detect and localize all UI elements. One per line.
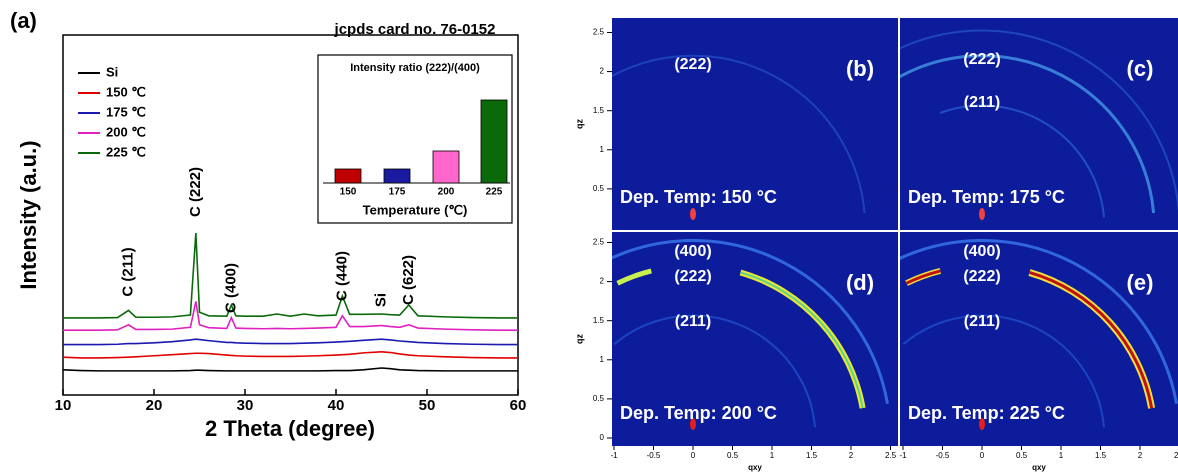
peak-label: (222) [674,56,711,73]
x-tick-label: 40 [328,397,345,414]
qz-tick-label: 2 [600,67,605,76]
x-tick-label: 60 [510,397,527,414]
qxy-tick-label: 2.5 [885,451,897,460]
bar [384,169,410,183]
peak-label: (211) [964,94,1000,111]
qz-tick-label: 2.5 [593,28,605,37]
panel-label: (a) [10,8,37,33]
peak-label: (400) [963,243,1000,260]
qxy-tick-label: 0.5 [727,451,739,460]
qxy-tick-label: 1 [770,451,775,460]
bar [335,169,361,183]
bar [433,151,459,183]
series-line [63,352,518,358]
temp-label: Dep. Temp: 150 °C [620,187,777,207]
series-line [63,339,518,344]
qz-tick-label: 1 [600,145,605,154]
qxy-tick-label: -1 [899,451,907,460]
qz-tick-label: 0 [600,433,605,442]
qxy-tick-label: 2 [1138,451,1143,460]
chart-title: jcpds card no. 76-0152 [334,21,496,38]
qz-axis-label: qz [574,334,584,344]
peak-label: (400) [674,243,711,260]
inset-x-tick-label: 200 [438,187,455,198]
peak-annotation: C (622) [400,255,417,305]
qxy-tick-label: 2.5 [1174,451,1178,460]
qz-tick-label: 1.5 [593,106,605,115]
qxy-tick-label: 2 [849,451,854,460]
qxy-axis-label: qxy [1032,463,1046,472]
peak-label: (222) [963,51,1000,68]
x-tick-label: 30 [237,397,254,414]
peak-label: (222) [963,268,1000,285]
x-tick-label: 10 [55,397,72,414]
panel-label: (c) [1127,56,1154,81]
peak-label: (211) [675,313,711,330]
beam-spot [979,208,985,220]
qxy-tick-label: 0 [980,451,985,460]
qxy-tick-label: 1 [1059,451,1064,460]
peak-annotation: C (400) [222,263,239,313]
peak-annotation: C (440) [333,251,350,301]
qz-axis-label: qz [574,119,584,129]
x-tick-label: 50 [419,397,436,414]
qxy-tick-label: 1.5 [806,451,818,460]
qz-tick-label: 2.5 [593,238,605,247]
qz-tick-label: 1.5 [593,316,605,325]
qxy-tick-label: -1 [610,451,618,460]
temp-label: Dep. Temp: 225 °C [908,403,1065,423]
legend-label: 200 ℃ [106,124,146,139]
peak-label: (211) [964,313,1000,330]
inset-x-tick-label: 225 [486,187,503,198]
bar [481,100,507,183]
inset-x-tick-label: 175 [389,187,406,198]
qxy-axis-label: qxy [748,463,762,472]
peak-annotation: C (222) [187,167,204,217]
legend-label: 225 ℃ [106,144,146,159]
qz-tick-label: 0.5 [593,394,605,403]
y-axis-label: Intensity (a.u.) [16,140,41,289]
x-tick-label: 20 [146,397,163,414]
inset-x-label: Temperature (℃) [363,202,468,217]
inset-x-tick-label: 150 [340,187,357,198]
qxy-tick-label: -0.5 [936,451,950,460]
qxy-tick-label: -0.5 [647,451,661,460]
panel-label: (d) [846,270,874,295]
inset-title: Intensity ratio (222)/(400) [350,62,480,74]
qz-tick-label: 0.5 [593,184,605,193]
qz-tick-label: 1 [600,355,605,364]
qxy-tick-label: 0 [691,451,696,460]
panel-label: (b) [846,56,874,81]
legend-label: 175 ℃ [106,104,146,119]
qxy-tick-label: 0.5 [1016,451,1028,460]
qz-tick-label: 2 [600,277,605,286]
peak-annotation: Si [372,293,389,307]
beam-spot [690,208,696,220]
figure: (a) jcpds card no. 76-0152 2 Theta (degree… [0,0,1178,474]
temp-label: Dep. Temp: 200 °C [620,403,777,423]
peak-annotation: C (211) [119,247,136,296]
qxy-tick-label: 1.5 [1095,451,1107,460]
legend-label: 150 ℃ [106,84,146,99]
temp-label: Dep. Temp: 175 °C [908,187,1065,207]
legend-label: Si [106,64,118,79]
series-line [63,368,518,371]
x-axis-label: 2 Theta (degree) [205,416,375,441]
panel-label: (e) [1127,270,1154,295]
peak-label: (222) [674,268,711,285]
